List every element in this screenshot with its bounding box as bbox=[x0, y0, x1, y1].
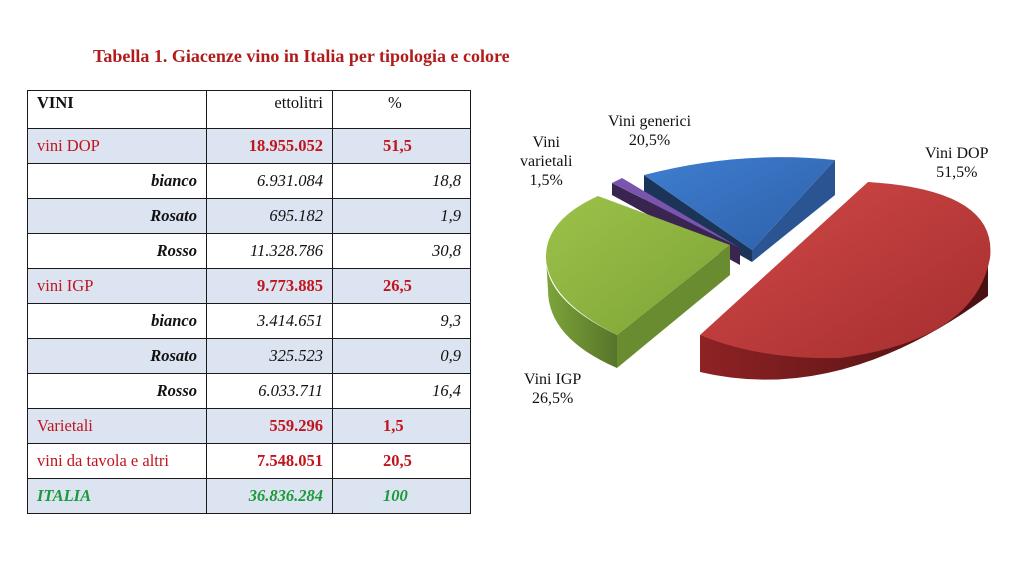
row-label: Rosso bbox=[27, 373, 207, 409]
row-ettolitri: 6.033.711 bbox=[206, 373, 333, 409]
row-percent: 1,9 bbox=[332, 198, 471, 234]
table-title: Tabella 1. Giacenze vino in Italia per t… bbox=[93, 46, 510, 66]
slice-vini-dop bbox=[700, 182, 991, 380]
row-ettolitri: 9.773.885 bbox=[206, 268, 333, 304]
table-row: Varietali 559.296 1,5 bbox=[27, 408, 471, 444]
label-value: 51,5% bbox=[936, 164, 978, 181]
label-name: Vini IGP bbox=[524, 371, 582, 388]
row-percent: 18,8 bbox=[332, 163, 471, 199]
row-ettolitri: 36.836.284 bbox=[206, 478, 333, 514]
pie-chart-graphic bbox=[545, 157, 991, 380]
row-label: Rosato bbox=[27, 198, 207, 234]
row-percent: 16,4 bbox=[332, 373, 471, 409]
wine-stock-table: VINI ettolitri % vini DOP 18.955.052 51,… bbox=[27, 90, 471, 514]
row-ettolitri: 11.328.786 bbox=[206, 233, 333, 269]
row-ettolitri: 559.296 bbox=[206, 408, 333, 444]
label-vini-dop: Vini DOP 51,5% bbox=[925, 144, 989, 182]
row-ettolitri: 6.931.084 bbox=[206, 163, 333, 199]
row-label: vini da tavola e altri bbox=[27, 443, 207, 479]
table-header-row: VINI ettolitri % bbox=[27, 90, 471, 129]
table-row: bianco 6.931.084 18,8 bbox=[27, 163, 471, 199]
table-total-row: ITALIA 36.836.284 100 bbox=[27, 478, 471, 514]
row-label: ITALIA bbox=[27, 478, 207, 514]
table-row: bianco 3.414.651 9,3 bbox=[27, 303, 471, 339]
header-ettolitri: ettolitri bbox=[206, 90, 333, 129]
row-label: Rosato bbox=[27, 338, 207, 374]
row-percent: 26,5 bbox=[332, 268, 471, 304]
header-percent: % bbox=[332, 90, 471, 129]
table-row: vini da tavola e altri 7.548.051 20,5 bbox=[27, 443, 471, 479]
table-row: vini DOP 18.955.052 51,5 bbox=[27, 128, 471, 164]
row-percent: 0,9 bbox=[332, 338, 471, 374]
label-vini-generici: Vini generici 20,5% bbox=[608, 112, 691, 150]
row-label: Rosso bbox=[27, 233, 207, 269]
row-percent: 9,3 bbox=[332, 303, 471, 339]
slice-vini-igp bbox=[545, 196, 730, 368]
row-label: Varietali bbox=[27, 408, 207, 444]
row-percent: 100 bbox=[332, 478, 471, 514]
pie-chart: Vini generici 20,5% Vini varietali 1,5% … bbox=[500, 90, 1024, 420]
label-name: Vini bbox=[532, 134, 560, 151]
label-vini-varietali: Vini varietali 1,5% bbox=[520, 133, 572, 190]
row-ettolitri: 325.523 bbox=[206, 338, 333, 374]
label-value: 26,5% bbox=[531, 390, 574, 407]
label-vini-igp: Vini IGP 26,5% bbox=[524, 370, 581, 408]
label-value: 20,5% bbox=[628, 132, 671, 149]
row-ettolitri: 7.548.051 bbox=[206, 443, 333, 479]
row-percent: 20,5 bbox=[332, 443, 471, 479]
row-ettolitri: 18.955.052 bbox=[206, 128, 333, 164]
row-label: bianco bbox=[27, 163, 207, 199]
label-name: Vini DOP bbox=[925, 145, 989, 162]
row-label: bianco bbox=[27, 303, 207, 339]
table-row: Rosato 325.523 0,9 bbox=[27, 338, 471, 374]
label-name: Vini generici bbox=[608, 113, 692, 130]
row-ettolitri: 695.182 bbox=[206, 198, 333, 234]
row-percent: 1,5 bbox=[332, 408, 471, 444]
label-name-2: varietali bbox=[520, 153, 573, 170]
row-label: vini DOP bbox=[27, 128, 207, 164]
row-percent: 30,8 bbox=[332, 233, 471, 269]
table-row: Rosso 6.033.711 16,4 bbox=[27, 373, 471, 409]
header-vini: VINI bbox=[27, 90, 207, 129]
row-percent: 51,5 bbox=[332, 128, 471, 164]
label-value: 1,5% bbox=[529, 172, 563, 189]
table-row: Rosato 695.182 1,9 bbox=[27, 198, 471, 234]
row-label: vini IGP bbox=[27, 268, 207, 304]
table-row: vini IGP 9.773.885 26,5 bbox=[27, 268, 471, 304]
row-ettolitri: 3.414.651 bbox=[206, 303, 333, 339]
table-row: Rosso 11.328.786 30,8 bbox=[27, 233, 471, 269]
